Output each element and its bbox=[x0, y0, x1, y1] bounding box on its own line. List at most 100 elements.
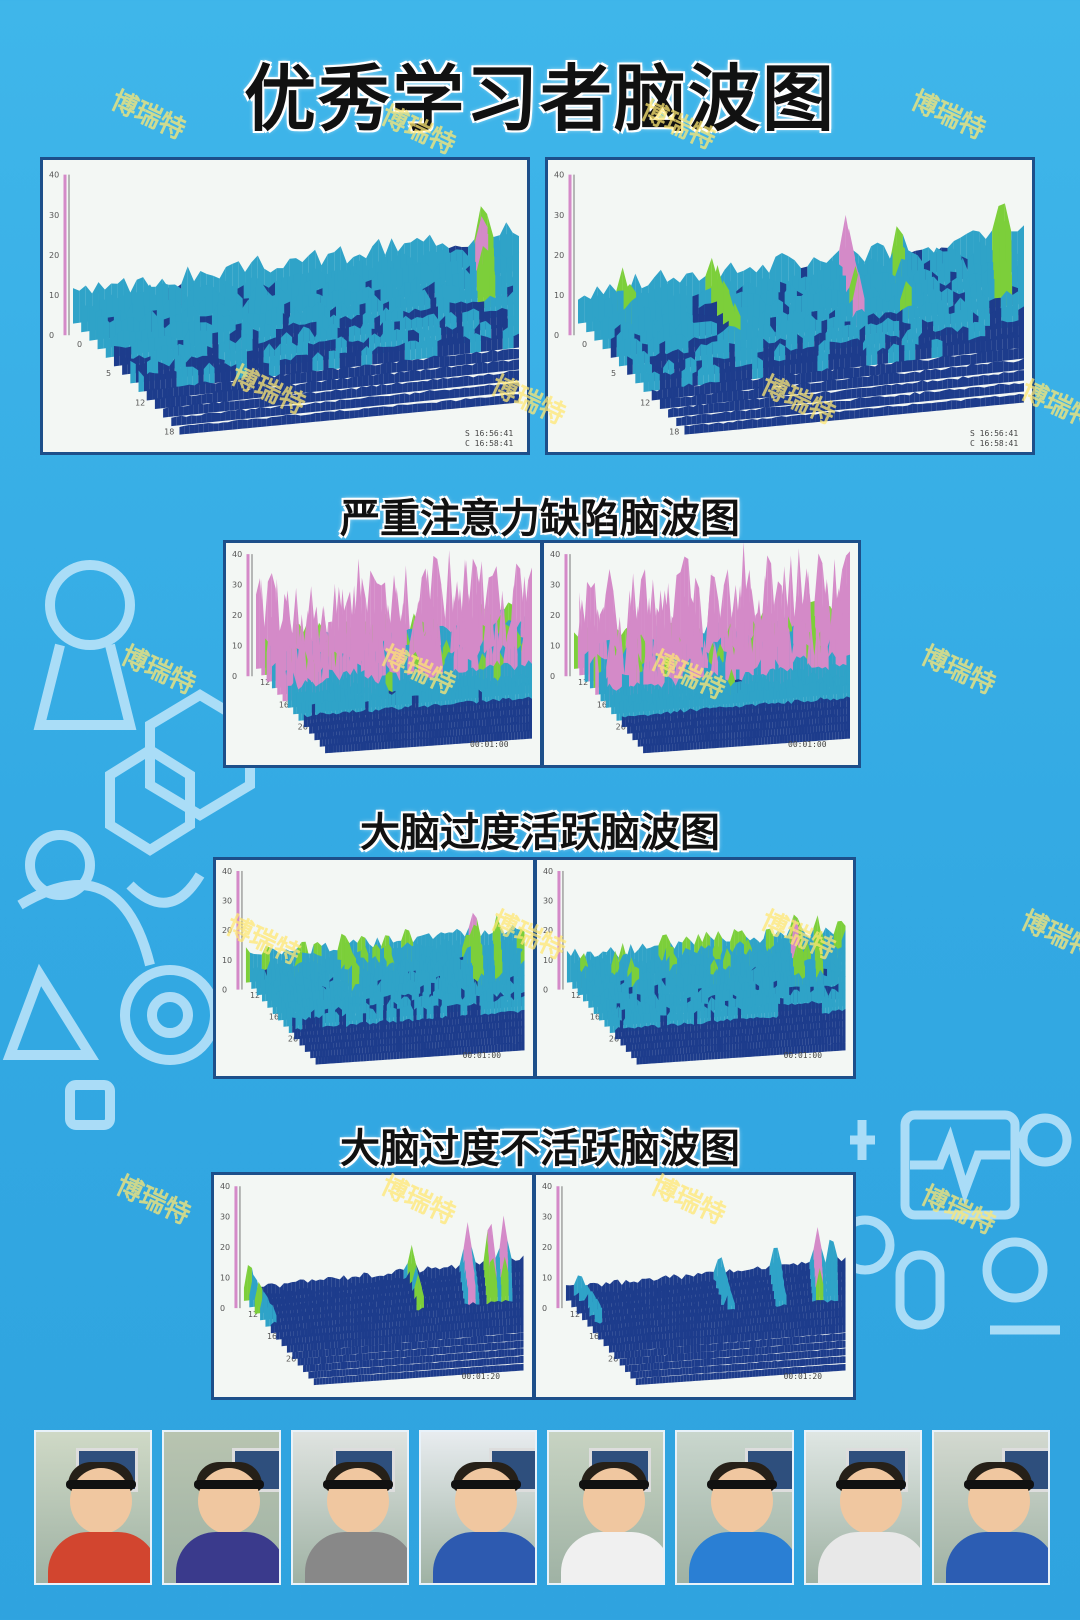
surface-segment bbox=[242, 376, 248, 390]
surface-segment bbox=[285, 394, 291, 405]
surface-segment bbox=[500, 714, 505, 726]
surface-segment bbox=[461, 685, 466, 707]
surface-segment bbox=[348, 1039, 352, 1049]
surface-segment bbox=[729, 400, 735, 412]
surface-segment bbox=[745, 704, 749, 717]
surface-segment bbox=[1003, 372, 1009, 383]
surface-segment bbox=[682, 333, 689, 359]
surface-segment bbox=[389, 1035, 393, 1046]
surface-segment bbox=[362, 374, 369, 387]
surface-segment bbox=[404, 731, 408, 741]
surface-segment bbox=[401, 738, 405, 748]
surface-segment bbox=[480, 725, 484, 735]
surface-segment bbox=[499, 394, 505, 405]
surface-segment bbox=[234, 400, 240, 411]
surface-segment bbox=[212, 390, 218, 403]
surface-segment bbox=[469, 717, 473, 729]
surface-segment bbox=[511, 996, 515, 1015]
surface-segment bbox=[511, 731, 515, 741]
surface-segment bbox=[831, 378, 837, 391]
surface-segment bbox=[509, 382, 515, 393]
surface-segment bbox=[485, 1013, 489, 1024]
surface-segment bbox=[718, 422, 724, 432]
surface-segment bbox=[708, 423, 714, 433]
surface-segment bbox=[986, 349, 993, 363]
surface-segment bbox=[643, 370, 649, 392]
surface-segment bbox=[425, 687, 429, 710]
surface-segment bbox=[807, 700, 811, 712]
surface-segment bbox=[508, 684, 512, 703]
surface-segment bbox=[509, 1035, 513, 1045]
surface-segment bbox=[810, 413, 816, 423]
surface-segment bbox=[298, 702, 302, 721]
surface-segment bbox=[926, 403, 932, 412]
surface-segment bbox=[258, 385, 265, 398]
z-tick-label: 20 bbox=[542, 926, 552, 935]
surface-segment bbox=[1018, 358, 1024, 371]
surface-segment bbox=[461, 1045, 465, 1055]
surface-segment bbox=[235, 409, 241, 420]
surface-segment bbox=[643, 743, 647, 754]
surface-segment bbox=[351, 1039, 356, 1049]
surface-segment bbox=[352, 1010, 357, 1028]
surface-segment bbox=[992, 349, 998, 363]
surface-segment bbox=[272, 992, 277, 1015]
surface-segment bbox=[379, 1028, 384, 1040]
surface-segment bbox=[331, 1032, 335, 1044]
surface-segment bbox=[522, 714, 526, 725]
surface-segment bbox=[513, 348, 519, 360]
surface-segment bbox=[373, 1028, 377, 1040]
surface-segment bbox=[295, 405, 301, 414]
surface-segment bbox=[378, 694, 382, 714]
surface-segment bbox=[681, 367, 688, 388]
surface-segment bbox=[868, 408, 874, 418]
surface-segment bbox=[420, 1006, 424, 1023]
surface-segment bbox=[490, 732, 494, 742]
surface-segment bbox=[366, 385, 372, 397]
surface-segment bbox=[255, 407, 261, 418]
surface-segment bbox=[418, 1025, 422, 1037]
surface-segment bbox=[474, 1029, 478, 1040]
surface-segment bbox=[203, 403, 209, 414]
surface-segment bbox=[717, 339, 724, 364]
surface-segment bbox=[522, 704, 526, 717]
surface-segment bbox=[291, 414, 296, 425]
surface-segment bbox=[722, 738, 726, 748]
z-tick-label: 0 bbox=[49, 331, 54, 340]
surface-segment bbox=[444, 1039, 448, 1049]
surface-segment bbox=[451, 366, 457, 377]
surface-segment bbox=[316, 370, 323, 382]
surface-segment bbox=[855, 397, 861, 409]
surface-segment bbox=[696, 414, 702, 425]
surface-segment bbox=[193, 403, 199, 415]
surface-segment bbox=[482, 717, 486, 728]
surface-segment bbox=[428, 737, 432, 746]
surface-segment bbox=[511, 1026, 516, 1037]
surface-segment bbox=[819, 723, 823, 734]
surface-segment bbox=[805, 372, 812, 384]
surface-segment bbox=[758, 735, 762, 746]
surface-segment bbox=[360, 717, 364, 730]
surface-segment bbox=[389, 394, 395, 405]
surface-segment bbox=[222, 389, 228, 402]
surface-segment bbox=[813, 723, 817, 734]
surface-segment bbox=[483, 726, 487, 735]
surface-segment bbox=[290, 371, 296, 385]
surface-segment bbox=[328, 1034, 332, 1044]
surface-segment bbox=[348, 742, 352, 752]
surface-segment bbox=[904, 394, 910, 404]
surface-segment bbox=[508, 348, 514, 360]
surface-segment bbox=[399, 1035, 403, 1045]
surface-segment bbox=[258, 323, 265, 348]
surface-segment bbox=[494, 1044, 498, 1053]
surface-segment bbox=[514, 731, 518, 740]
surface-segment bbox=[790, 359, 796, 375]
surface-segment bbox=[363, 1029, 368, 1041]
z-tick-label: 30 bbox=[554, 211, 564, 220]
surface-segment bbox=[666, 696, 670, 717]
surface-segment bbox=[359, 364, 365, 377]
surface-segment bbox=[629, 701, 634, 720]
surface-segment bbox=[378, 406, 384, 416]
surface-segment bbox=[980, 336, 986, 353]
surface-segment bbox=[655, 351, 662, 372]
